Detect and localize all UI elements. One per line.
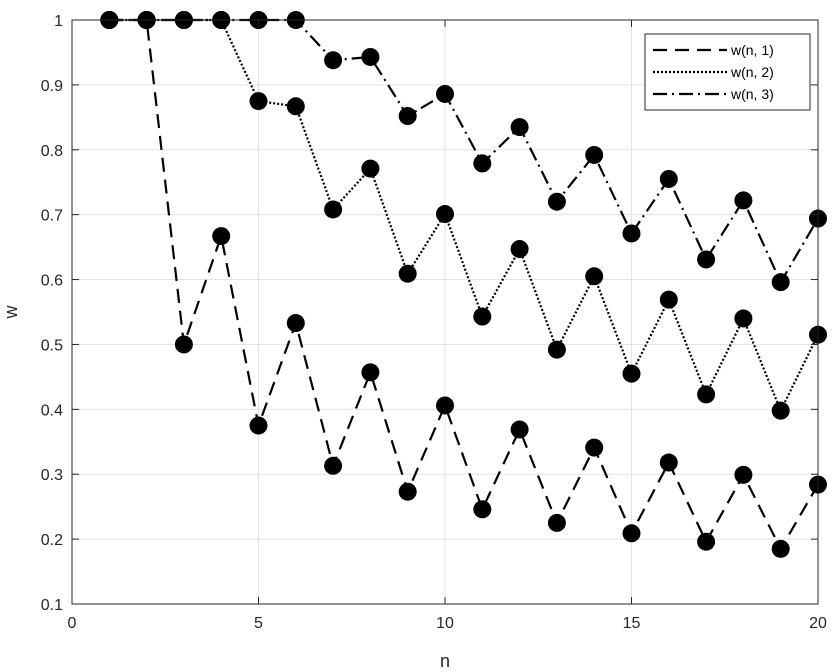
series-3-point	[361, 47, 380, 66]
x-tick-label: 10	[436, 615, 454, 632]
series-3-point	[510, 118, 529, 137]
y-tick-label: 0.1	[41, 597, 63, 614]
series-2-point	[398, 264, 417, 283]
y-tick-label: 0.8	[41, 143, 63, 160]
y-tick-label: 0.6	[41, 273, 63, 290]
series-3-point	[771, 273, 790, 292]
x-tick-label: 20	[809, 615, 827, 632]
series-3-point	[585, 145, 604, 164]
series-3-point	[436, 84, 454, 103]
axis-ticks: 0 5 10 15 20 0.1 0.2 0.3 0.4 0.5 0.6 0.7 0.8 0.9 1	[41, 13, 827, 632]
series-3-point	[697, 250, 716, 269]
series-2-point	[286, 97, 305, 116]
series-1-point	[622, 524, 641, 543]
series-layer	[100, 11, 827, 558]
x-tick-label: 5	[254, 615, 263, 632]
series-1-point	[585, 438, 604, 457]
series-2-point	[361, 159, 380, 178]
series-1-line	[109, 18, 819, 552]
series-2-point	[324, 200, 343, 219]
series-2-point	[510, 240, 529, 259]
legend-label-1: w(n, 1)	[730, 42, 774, 58]
series-2-point	[436, 205, 454, 224]
legend: w(n, 1) w(n, 2) w(n, 3)	[644, 33, 811, 111]
series-2-point	[249, 92, 268, 111]
y-tick-label: 0.5	[41, 337, 63, 354]
y-tick-label: 0.9	[41, 78, 63, 95]
series-3-point	[473, 154, 492, 173]
series-3-point	[398, 107, 417, 126]
series-1-point	[734, 465, 753, 484]
series-3-point	[734, 191, 753, 210]
series-2-point	[771, 401, 790, 420]
series-2-point	[622, 364, 641, 383]
series-1-point	[212, 227, 231, 246]
series-2-point	[547, 340, 566, 359]
series-1-point	[659, 453, 678, 472]
series-1-point	[547, 513, 566, 532]
y-tick-label: 0.3	[41, 467, 63, 484]
series-3-point	[659, 169, 678, 188]
x-tick-label: 0	[68, 615, 77, 632]
y-tick-label: 1	[54, 13, 63, 30]
series-1-point	[398, 482, 417, 501]
series-1-point	[361, 363, 380, 382]
series-2-point	[697, 385, 716, 404]
y-axis-label: w	[1, 305, 21, 320]
y-tick-label: 0.4	[41, 402, 63, 419]
y-tick-label: 0.2	[41, 532, 63, 549]
series-3-line	[109, 18, 819, 285]
series-2-line	[109, 18, 819, 414]
series-2-point	[734, 309, 753, 328]
series-2-point	[585, 267, 604, 286]
series-1-point	[473, 500, 492, 519]
series-1-point	[436, 396, 454, 415]
series-3-point	[547, 192, 566, 211]
series-1	[100, 11, 827, 558]
series-2-point	[659, 290, 678, 309]
legend-label-3: w(n, 3)	[730, 86, 774, 102]
y-tick-label: 0.7	[41, 208, 63, 225]
legend-label-2: w(n, 2)	[730, 64, 774, 80]
series-1-point	[324, 456, 343, 475]
x-tick-label: 15	[623, 615, 641, 632]
series-1-point	[771, 539, 790, 558]
x-axis-label: n	[440, 651, 450, 671]
series-2-point	[473, 307, 492, 326]
series-3-point	[324, 51, 343, 70]
series-1-point	[174, 335, 193, 354]
series-1-point	[697, 532, 716, 551]
series-2	[100, 11, 827, 420]
series-3-point	[622, 224, 641, 243]
series-1-point	[286, 314, 305, 333]
series-1-point	[510, 420, 529, 439]
legend-box	[644, 33, 811, 111]
series-1-point	[249, 416, 268, 435]
